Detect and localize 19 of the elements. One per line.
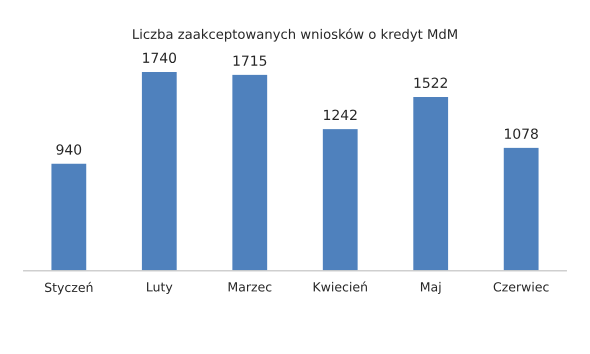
bar bbox=[412, 96, 450, 271]
bar bbox=[50, 162, 88, 271]
data-label: 940 bbox=[56, 144, 82, 155]
x-tick-label: Maj bbox=[420, 282, 440, 294]
chart-title: Liczba zaakceptowanych wniosków o kredyt MdM bbox=[133, 28, 457, 42]
bar bbox=[230, 73, 269, 271]
bar bbox=[140, 70, 178, 271]
x-tick-label: Luty bbox=[147, 282, 172, 294]
data-label: 1078 bbox=[505, 128, 538, 139]
x-tick-label: Czerwiec bbox=[494, 282, 549, 292]
data-label: 1522 bbox=[414, 78, 447, 88]
data-label: 1740 bbox=[143, 52, 176, 64]
bar bbox=[321, 128, 360, 271]
data-label: 1715 bbox=[234, 56, 266, 66]
data-label: 1242 bbox=[324, 110, 357, 120]
bar bbox=[502, 146, 540, 271]
x-tick-label: Kwiecień bbox=[314, 281, 367, 292]
x-tick-label: Styczeń bbox=[45, 282, 92, 295]
x-tick-label: Marzec bbox=[228, 282, 272, 292]
